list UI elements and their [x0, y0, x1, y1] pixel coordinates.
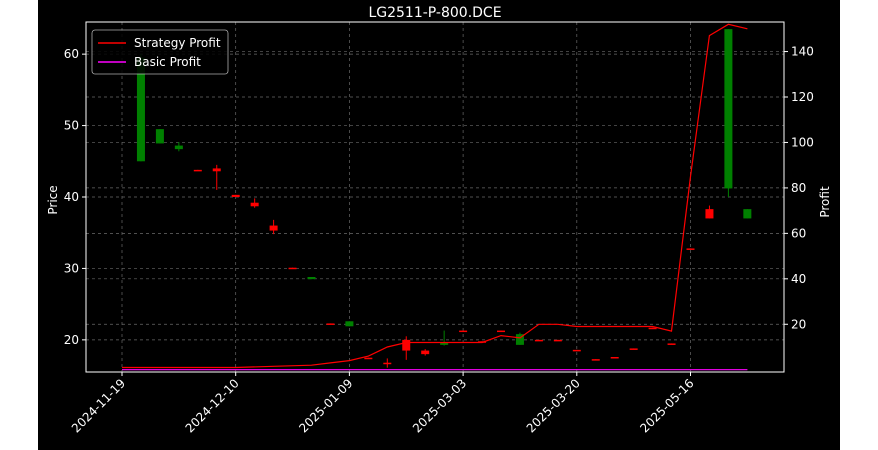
right-tick-label: 120 [791, 90, 814, 104]
candle-body [459, 330, 468, 333]
candle-body [629, 348, 638, 350]
candle-body [155, 129, 164, 144]
candle-body [610, 357, 619, 359]
candle-body [269, 225, 278, 231]
left-axis-label: Price [46, 185, 60, 214]
right-tick-label: 140 [791, 45, 814, 59]
candle-body [648, 327, 657, 330]
candle-body [591, 359, 600, 361]
candle-body [288, 267, 297, 270]
left-tick-label: 40 [64, 190, 79, 204]
right-tick-label: 20 [791, 317, 806, 331]
candle-body [743, 209, 752, 219]
legend-basic-label: Basic Profit [134, 55, 201, 69]
candle-body [724, 29, 733, 189]
candle-body [705, 209, 714, 219]
candle-body [326, 323, 335, 325]
strategy-profit-line [122, 23, 748, 369]
candle-body [193, 169, 202, 172]
profit-lines-layer [122, 23, 748, 371]
candle-body [364, 357, 373, 360]
candle-body [345, 321, 354, 327]
candle-body [174, 145, 183, 150]
candle-body [497, 330, 505, 333]
figure-background [38, 0, 840, 450]
right-tick-label: 100 [791, 135, 814, 149]
candle-body [212, 168, 221, 172]
candles-layer [136, 29, 752, 368]
candle-body [686, 248, 695, 250]
right-axis-label: Profit [818, 186, 832, 218]
legend-box [91, 29, 229, 75]
candle-body [307, 277, 316, 280]
candle-body [515, 334, 524, 345]
left-tick-label: 30 [64, 261, 79, 275]
candle-body [572, 349, 581, 352]
candle-body [440, 342, 449, 345]
candle-body [534, 339, 543, 342]
chart-title: LG2511-P-800.DCE [368, 5, 501, 21]
candle-body [402, 339, 411, 351]
candle-body [231, 194, 240, 197]
right-tick-label: 60 [791, 226, 806, 240]
candle-body [250, 202, 259, 207]
candle-body [136, 57, 145, 162]
legend-strategy-label: Strategy Profit [134, 36, 221, 50]
candle-body [421, 350, 430, 355]
left-tick-label: 50 [64, 119, 79, 133]
candle-body [667, 343, 676, 345]
right-tick-label: 40 [791, 272, 806, 286]
right-tick-label: 80 [791, 181, 806, 195]
candle-body [383, 362, 392, 365]
candle-body [553, 339, 562, 342]
left-tick-label: 20 [64, 333, 79, 347]
legend: Strategy Profit Basic Profit [91, 29, 229, 75]
grid-layer [86, 22, 784, 372]
left-tick-label: 60 [64, 47, 79, 61]
